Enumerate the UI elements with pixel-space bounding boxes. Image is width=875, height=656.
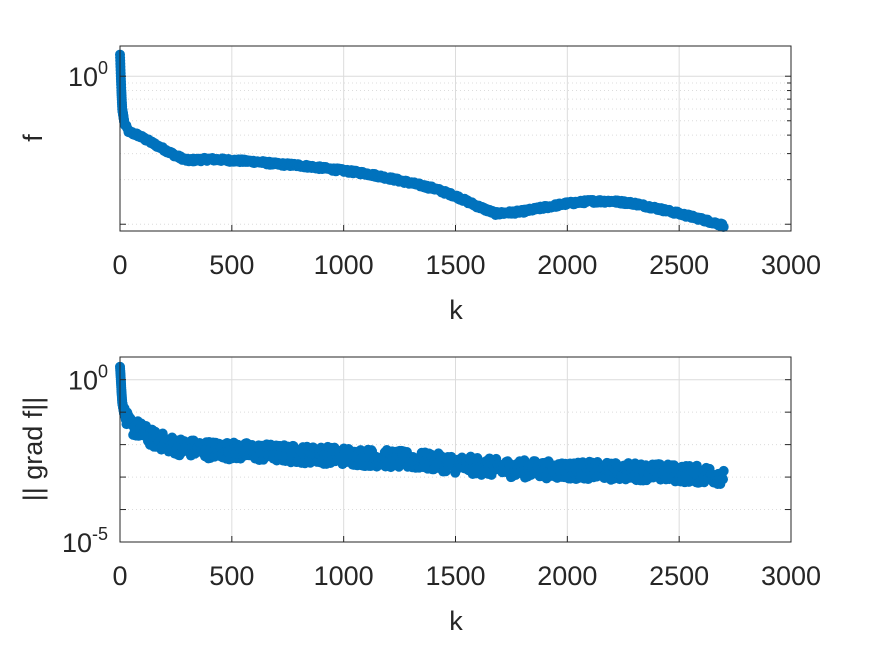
x-tick-labels: 0 500 1000 1500 2000 2500 3000: [112, 250, 821, 280]
grid: [120, 357, 791, 542]
x-tick-label: 500: [209, 250, 254, 280]
subplot-grad-f: 0 500 1000 1500 2000 2500 3000 100 10-5 k || gr…: [18, 356, 821, 636]
x-tick-label: 500: [209, 561, 254, 591]
y-tick-labels: 100: [68, 58, 108, 92]
x-tick-label: 0: [112, 250, 127, 280]
data-point: [718, 474, 729, 485]
x-tick-label: 0: [112, 561, 127, 591]
x-tick-label: 1000: [314, 561, 374, 591]
x-tick-label: 2000: [537, 250, 597, 280]
x-tick-label: 3000: [761, 561, 821, 591]
y-axis-label: f: [18, 134, 48, 142]
x-tick-labels: 0 500 1000 1500 2000 2500 3000: [112, 561, 821, 591]
data-points: [115, 49, 729, 232]
data-point: [718, 465, 729, 476]
y-tick-label: 10-5: [62, 524, 108, 558]
data-points: [115, 361, 729, 490]
data-point: [718, 221, 729, 232]
subplot-f: 0 500 1000 1500 2000 2500 3000 100 k f: [18, 45, 821, 325]
y-tick-labels: 100 10-5: [62, 362, 108, 558]
x-axis-label: k: [449, 295, 463, 325]
x-axis-label: k: [449, 606, 463, 636]
x-tick-label: 1500: [425, 250, 485, 280]
y-tick-label: 100: [68, 362, 108, 396]
ticks: [119, 75, 792, 231]
x-tick-label: 2000: [537, 561, 597, 591]
x-tick-label: 1000: [314, 250, 374, 280]
x-tick-label: 2500: [649, 250, 709, 280]
y-tick-label: 100: [68, 58, 108, 92]
x-tick-label: 1500: [425, 561, 485, 591]
ticks: [119, 379, 792, 542]
y-axis-label: || grad f||: [18, 397, 48, 502]
x-tick-label: 2500: [649, 561, 709, 591]
x-tick-label: 3000: [761, 250, 821, 280]
